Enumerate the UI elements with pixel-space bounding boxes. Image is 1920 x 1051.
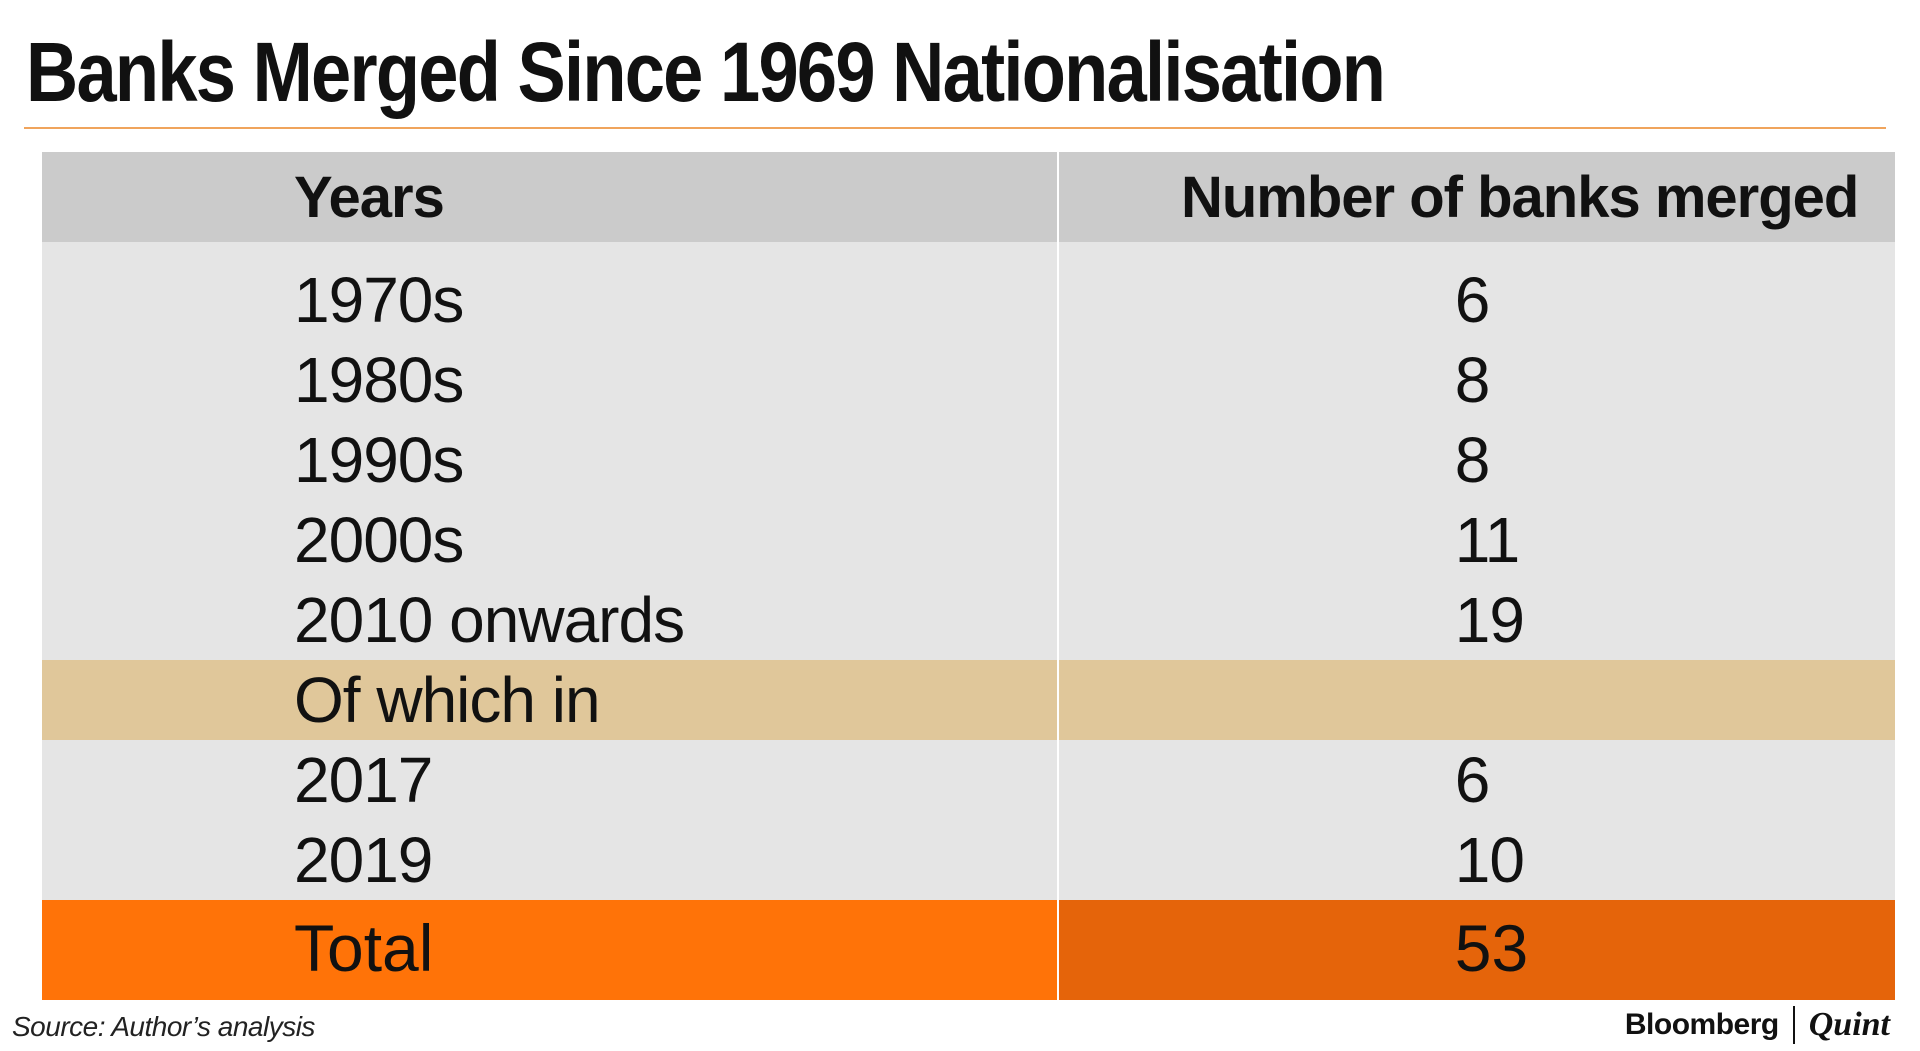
brand-main-text: Bloomberg [1624, 1008, 1779, 1041]
brand-separator [1792, 1006, 1795, 1044]
chart-title: Banks Merged Since 1969 Nationalisation [26, 25, 1386, 119]
count-value: 11 [1454, 504, 1520, 576]
row-years-2019: 2019 [42, 820, 1057, 900]
brand-logo: Bloomberg Quint [1625, 1006, 1890, 1044]
source-note: Source: Author’s analysis [12, 1011, 315, 1042]
row-years-2017: 2017 [42, 740, 1057, 820]
table-row: 2019 10 [42, 820, 1895, 900]
body-padding-num [1058, 242, 1895, 260]
row-count-2010-onwards: 19 [1058, 580, 1895, 660]
subgroup-label: Of which in [42, 660, 1057, 740]
row-years-1980s: 1980s [42, 340, 1057, 420]
table-row: 1990s 8 [42, 420, 1895, 500]
total-count-cell: 53 [1058, 900, 1895, 1000]
title-divider [24, 127, 1886, 129]
table-header-row: Years Number of banks merged [42, 152, 1895, 242]
subgroup-empty-cell [1058, 660, 1895, 740]
data-table: Years Number of banks merged 1970s 6 198… [42, 152, 1895, 1000]
header-number-of-banks: Number of banks merged [1058, 152, 1895, 242]
row-years-2000s: 2000s [42, 500, 1057, 580]
table-row: 2010 onwards 19 [42, 580, 1895, 660]
table-row: 2000s 11 [42, 500, 1895, 580]
row-count-1980s: 8 [1058, 340, 1895, 420]
body-padding-years [42, 242, 1057, 260]
count-value: 19 [1454, 584, 1525, 656]
total-count: 53 [1454, 911, 1529, 985]
header-years: Years [42, 152, 1057, 242]
row-count-2019: 10 [1058, 820, 1895, 900]
count-value: 6 [1454, 744, 1491, 816]
subgroup-row: Of which in [42, 660, 1895, 740]
table-row: 1980s 8 [42, 340, 1895, 420]
body-top-padding-row [42, 242, 1895, 260]
table-row: 2017 6 [42, 740, 1895, 820]
row-years-1970s: 1970s [42, 260, 1057, 340]
row-count-1970s: 6 [1058, 260, 1895, 340]
total-label: Total [42, 900, 1057, 1000]
brand-sub-text: Quint [1808, 1006, 1890, 1043]
count-value: 8 [1454, 344, 1491, 416]
row-count-2000s: 11 [1058, 500, 1895, 580]
count-value: 8 [1454, 424, 1491, 496]
count-value: 10 [1454, 824, 1525, 896]
table-row: 1970s 6 [42, 260, 1895, 340]
row-years-1990s: 1990s [42, 420, 1057, 500]
count-value: 6 [1454, 264, 1491, 336]
row-count-2017: 6 [1058, 740, 1895, 820]
total-row: Total 53 [42, 900, 1895, 1000]
row-count-1990s: 8 [1058, 420, 1895, 500]
row-years-2010-onwards: 2010 onwards [42, 580, 1057, 660]
